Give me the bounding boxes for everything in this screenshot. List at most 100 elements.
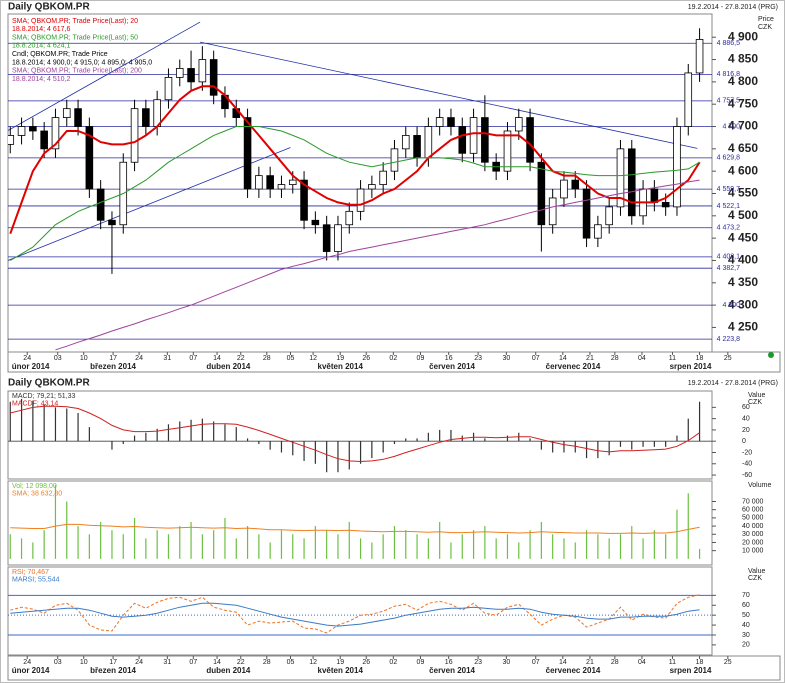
bar bbox=[100, 521, 102, 559]
x-tick-label: 11 bbox=[669, 659, 676, 666]
trend-line bbox=[8, 147, 291, 261]
month-label: duben 2014 bbox=[206, 666, 251, 675]
bar bbox=[179, 526, 181, 559]
x-tick-label: 26 bbox=[362, 659, 370, 666]
candle-body bbox=[108, 219, 116, 226]
month-label: květen 2014 bbox=[318, 362, 364, 371]
y-tick-label: 40 bbox=[742, 415, 750, 422]
bar bbox=[439, 521, 441, 559]
series-line bbox=[10, 523, 700, 534]
candle-body bbox=[96, 188, 105, 221]
bar bbox=[77, 526, 79, 559]
bar bbox=[156, 530, 158, 559]
y-tick-label: -40 bbox=[742, 461, 752, 468]
bar bbox=[608, 538, 610, 559]
bar bbox=[597, 441, 599, 459]
bar bbox=[450, 429, 452, 442]
bar bbox=[348, 441, 350, 470]
y-tick-label: 4 700 bbox=[728, 119, 758, 133]
level-label: 4 816,8 bbox=[717, 71, 740, 78]
x-tick-label: 24 bbox=[135, 659, 143, 666]
candle-body bbox=[85, 126, 94, 190]
x-tick-label: 17 bbox=[109, 659, 117, 666]
legend-entry: SMA; QBKOM.PR; Trade Price(Last); 200 bbox=[12, 68, 142, 75]
bar bbox=[246, 526, 249, 559]
bar bbox=[88, 534, 90, 559]
y-label: Price bbox=[758, 16, 774, 23]
bar bbox=[9, 534, 11, 559]
y-tick-label: 4 800 bbox=[728, 74, 758, 88]
bar bbox=[552, 441, 554, 453]
candle-body bbox=[266, 175, 274, 190]
candle-body bbox=[379, 170, 387, 185]
bar bbox=[665, 534, 667, 559]
x-tick-label: 14 bbox=[213, 659, 221, 666]
bar bbox=[450, 542, 452, 559]
bar bbox=[371, 542, 373, 559]
bar bbox=[292, 534, 294, 559]
legend-entry: 18.8.2014; 4 900,0; 4 915,0; 4 895,0; 4 … bbox=[12, 59, 152, 66]
date-axis-frame bbox=[7, 351, 781, 373]
candle-body bbox=[17, 126, 26, 136]
bar bbox=[66, 501, 68, 559]
candle-body bbox=[616, 148, 625, 208]
bar bbox=[190, 419, 192, 442]
candle-body bbox=[582, 188, 591, 239]
y-tick-label: 4 500 bbox=[728, 208, 758, 222]
bar bbox=[54, 485, 57, 559]
month-label: duben 2014 bbox=[206, 362, 251, 371]
level-label: 4 700 bbox=[722, 123, 740, 130]
bar bbox=[642, 441, 644, 447]
bar bbox=[574, 441, 576, 453]
bar bbox=[416, 438, 418, 442]
legend-entry: 18.8.2014; 4 510,2 bbox=[12, 76, 70, 83]
bar bbox=[563, 441, 565, 453]
candle-body bbox=[334, 224, 342, 252]
y-tick-label: 4 900 bbox=[728, 29, 758, 43]
x-tick-label: 17 bbox=[109, 355, 117, 362]
x-tick-label: 07 bbox=[189, 355, 197, 362]
y-tick-label: 60 000 bbox=[742, 507, 764, 514]
level-label: 4 522,1 bbox=[717, 203, 740, 210]
y-tick-label: -60 bbox=[742, 472, 752, 479]
bar bbox=[665, 441, 667, 447]
bar bbox=[687, 418, 689, 442]
bar bbox=[314, 441, 316, 464]
y-tick-label: 4 250 bbox=[728, 320, 758, 334]
candle-body bbox=[277, 184, 286, 190]
candle-body bbox=[458, 126, 467, 154]
clip-group bbox=[8, 594, 712, 636]
volume-frame bbox=[7, 480, 713, 566]
candle-body bbox=[311, 219, 320, 226]
bar bbox=[43, 404, 45, 442]
level-label: 4 559,7 bbox=[717, 186, 740, 193]
y-tick-label: 4 300 bbox=[728, 297, 758, 311]
bar bbox=[393, 441, 396, 445]
date-axis-frame bbox=[7, 655, 781, 681]
bar bbox=[280, 441, 283, 453]
bar bbox=[280, 530, 283, 559]
bar bbox=[32, 400, 34, 442]
month-label: červenec 2014 bbox=[546, 362, 601, 371]
candle-body bbox=[447, 117, 455, 127]
trend-line bbox=[200, 41, 698, 149]
x-tick-label: 09 bbox=[417, 659, 425, 666]
x-tick-label: 02 bbox=[389, 659, 397, 666]
bar bbox=[201, 534, 203, 559]
candle-body bbox=[401, 135, 410, 150]
x-tick-label: 26 bbox=[362, 355, 370, 362]
candle-body bbox=[40, 130, 48, 150]
candle-body bbox=[469, 117, 478, 154]
x-tick-label: 19 bbox=[336, 355, 344, 362]
candle-body bbox=[209, 59, 218, 96]
candle-body bbox=[560, 179, 568, 199]
x-tick-label: 23 bbox=[474, 659, 482, 666]
bar bbox=[246, 438, 249, 442]
candle-body bbox=[74, 108, 82, 127]
y-tick-label: 4 350 bbox=[728, 275, 758, 289]
y-tick-label: -20 bbox=[742, 449, 752, 456]
candle-body bbox=[255, 175, 263, 190]
legend-entry: MARSI; 55,544 bbox=[12, 576, 60, 583]
x-tick-label: 22 bbox=[237, 659, 245, 666]
